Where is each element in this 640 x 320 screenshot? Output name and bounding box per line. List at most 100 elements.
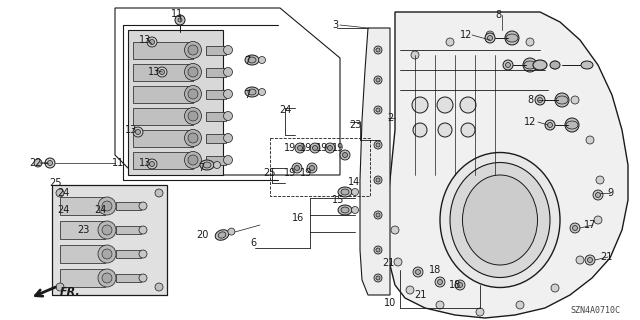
Text: 6: 6: [250, 238, 256, 248]
Bar: [128, 30, 223, 175]
Circle shape: [214, 162, 221, 169]
Circle shape: [538, 98, 543, 102]
Circle shape: [310, 165, 314, 171]
Circle shape: [136, 130, 141, 134]
Circle shape: [503, 60, 513, 70]
Ellipse shape: [139, 226, 147, 234]
Circle shape: [150, 162, 154, 166]
Ellipse shape: [437, 97, 453, 113]
Polygon shape: [360, 28, 390, 295]
Circle shape: [147, 37, 157, 47]
Circle shape: [310, 143, 320, 153]
Ellipse shape: [374, 106, 382, 114]
Circle shape: [133, 127, 143, 137]
Ellipse shape: [102, 249, 112, 259]
Circle shape: [488, 36, 493, 41]
Ellipse shape: [376, 143, 380, 147]
Ellipse shape: [376, 78, 380, 82]
Circle shape: [594, 216, 602, 224]
Ellipse shape: [374, 246, 382, 254]
Text: SZN4A0710C: SZN4A0710C: [570, 306, 620, 315]
Ellipse shape: [188, 133, 198, 143]
Ellipse shape: [188, 45, 198, 55]
Ellipse shape: [188, 67, 198, 77]
Ellipse shape: [376, 108, 380, 112]
Text: 7: 7: [244, 90, 250, 100]
Ellipse shape: [376, 213, 380, 217]
Text: 24: 24: [57, 205, 69, 215]
Ellipse shape: [184, 130, 202, 147]
Text: 19: 19: [284, 168, 296, 178]
Text: 23: 23: [349, 120, 361, 130]
Ellipse shape: [341, 189, 349, 195]
Text: 3: 3: [332, 20, 338, 30]
Circle shape: [45, 158, 55, 168]
Text: 21: 21: [382, 258, 394, 268]
Bar: [116, 274, 141, 282]
Circle shape: [438, 279, 442, 284]
Text: 8: 8: [527, 95, 533, 105]
Circle shape: [535, 95, 545, 105]
Circle shape: [351, 206, 358, 213]
Circle shape: [157, 67, 167, 77]
Text: 10: 10: [384, 298, 396, 308]
Ellipse shape: [139, 274, 147, 282]
Circle shape: [292, 163, 302, 173]
Circle shape: [259, 57, 266, 63]
Circle shape: [406, 286, 414, 294]
Circle shape: [593, 190, 603, 200]
Bar: [270, 138, 370, 196]
Circle shape: [571, 96, 579, 104]
Circle shape: [485, 33, 495, 43]
Bar: [133, 108, 193, 125]
Circle shape: [175, 15, 185, 25]
Circle shape: [585, 255, 595, 265]
Ellipse shape: [248, 57, 256, 63]
Bar: [116, 202, 141, 210]
Ellipse shape: [245, 87, 259, 97]
Circle shape: [595, 193, 600, 197]
Bar: [52, 185, 167, 295]
Circle shape: [545, 120, 555, 130]
Circle shape: [413, 267, 423, 277]
Circle shape: [596, 176, 604, 184]
Ellipse shape: [412, 97, 428, 113]
Text: 13: 13: [139, 35, 151, 45]
Ellipse shape: [188, 111, 198, 121]
Ellipse shape: [461, 123, 475, 137]
Text: 19: 19: [300, 168, 312, 178]
Ellipse shape: [184, 85, 202, 102]
Text: 12: 12: [524, 117, 536, 127]
Ellipse shape: [223, 68, 232, 76]
Text: 9: 9: [607, 188, 613, 198]
Ellipse shape: [374, 211, 382, 219]
Text: 14: 14: [348, 177, 360, 187]
Ellipse shape: [184, 151, 202, 169]
Text: 19: 19: [300, 143, 312, 153]
Text: 12: 12: [460, 30, 472, 40]
Bar: [133, 86, 193, 103]
Circle shape: [576, 256, 584, 264]
Ellipse shape: [102, 225, 112, 235]
Circle shape: [455, 280, 465, 290]
Circle shape: [155, 189, 163, 197]
Circle shape: [340, 150, 350, 160]
Ellipse shape: [374, 141, 382, 149]
Circle shape: [586, 136, 594, 144]
Circle shape: [298, 146, 303, 150]
Text: 2: 2: [387, 113, 393, 123]
Ellipse shape: [338, 187, 352, 197]
Ellipse shape: [139, 202, 147, 210]
Bar: [60, 245, 105, 263]
Text: 17: 17: [584, 220, 596, 230]
Ellipse shape: [463, 175, 538, 265]
Ellipse shape: [102, 273, 112, 283]
Ellipse shape: [524, 61, 536, 69]
Ellipse shape: [374, 76, 382, 84]
Bar: [60, 269, 105, 287]
Circle shape: [547, 123, 552, 127]
Ellipse shape: [440, 153, 560, 287]
Bar: [133, 130, 193, 147]
Bar: [206, 156, 226, 165]
Circle shape: [505, 31, 519, 45]
